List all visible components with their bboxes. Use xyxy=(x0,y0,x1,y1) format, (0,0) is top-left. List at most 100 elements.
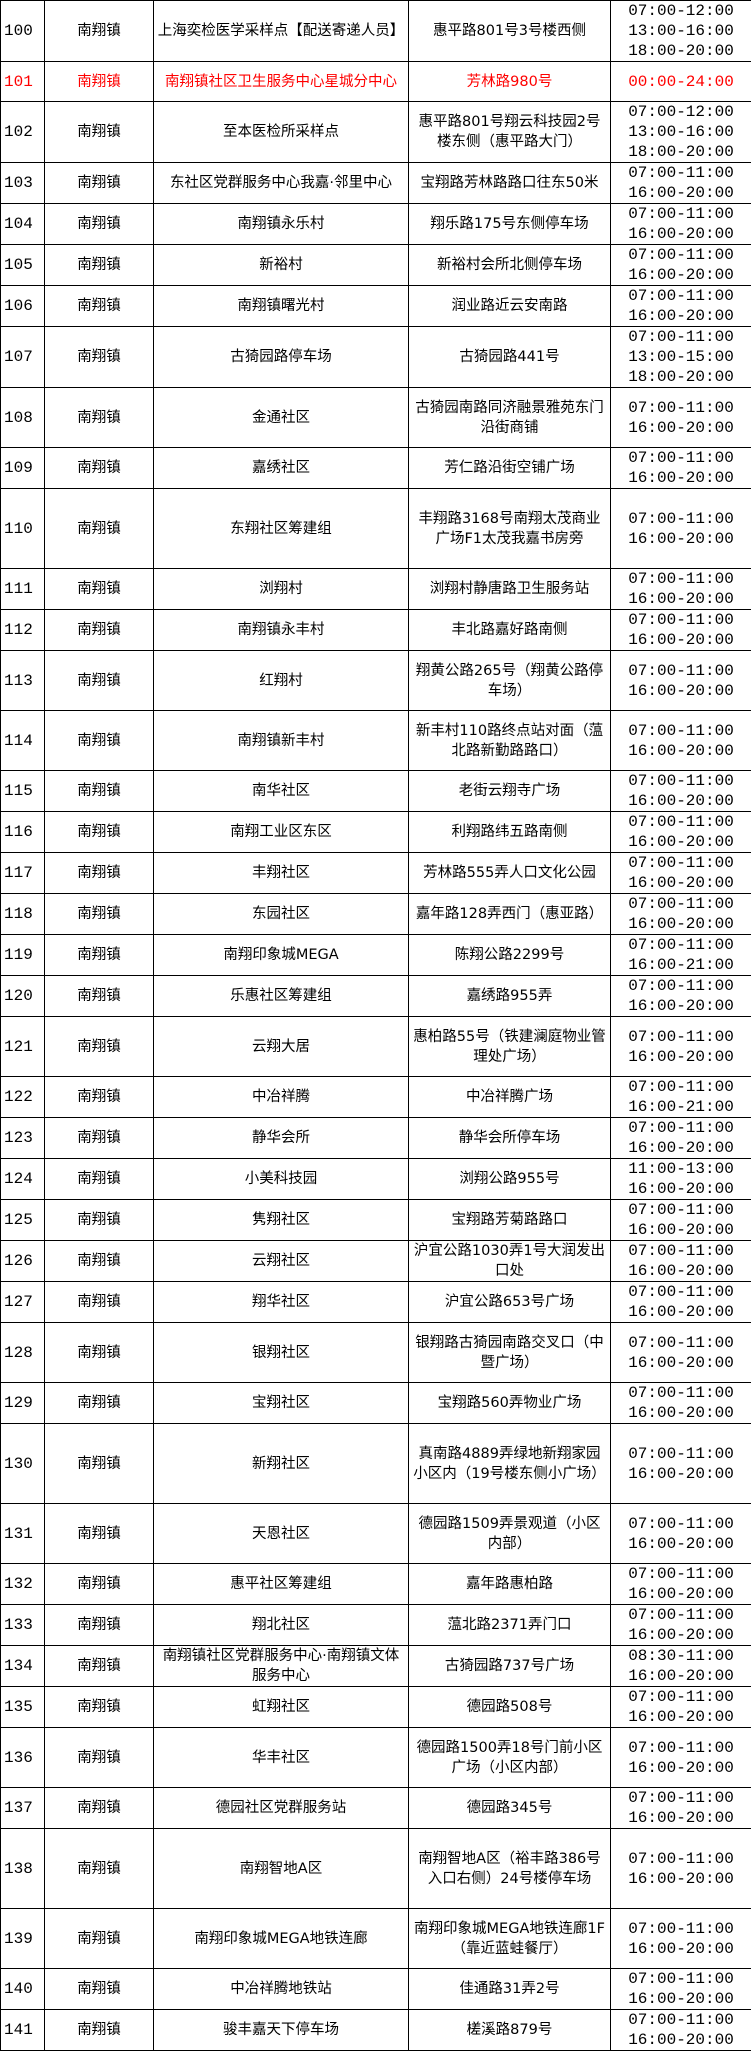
address-cell: 丰翔路3168号南翔太茂商业广场F1太茂我嘉书房旁 xyxy=(409,489,611,569)
time-range: 07:00-11:00 xyxy=(614,1444,748,1464)
time-range: 07:00-11:00 xyxy=(614,894,748,914)
time-range: 07:00-11:00 xyxy=(614,1241,748,1261)
town-cell: 南翔镇 xyxy=(45,610,154,651)
time-range: 16:00-20:00 xyxy=(614,589,748,609)
time-range: 11:00-13:00 xyxy=(614,1159,748,1179)
site-name-cell: 东社区党群服务中心我嘉·邻里中心 xyxy=(154,163,409,204)
time-range: 16:00-20:00 xyxy=(614,1808,748,1828)
time-range: 07:00-11:00 xyxy=(614,1333,748,1353)
time-range: 16:00-20:00 xyxy=(614,1047,748,1067)
address-cell: 惠平路801号翔云科技园2号楼东侧（惠平路大门） xyxy=(409,102,611,163)
site-name-cell: 云翔社区 xyxy=(154,1241,409,1282)
address-cell: 真南路4889弄绿地新翔家园小区内（19号楼东侧小广场） xyxy=(409,1424,611,1504)
time-range: 07:00-12:00 xyxy=(614,102,748,122)
row-number: 109 xyxy=(1,448,45,489)
time-range: 07:00-11:00 xyxy=(614,569,748,589)
time-range: 16:00-20:00 xyxy=(614,418,748,438)
row-number: 122 xyxy=(1,1077,45,1118)
time-range: 07:00-11:00 xyxy=(614,245,748,265)
site-name-cell: 德园社区党群服务站 xyxy=(154,1788,409,1829)
time-range: 07:00-11:00 xyxy=(614,1027,748,1047)
address-cell: 新裕村会所北侧停车场 xyxy=(409,245,611,286)
row-number: 100 xyxy=(1,1,45,62)
address-cell: 陈翔公路2299号 xyxy=(409,935,611,976)
time-range: 07:00-11:00 xyxy=(614,327,748,347)
row-number: 133 xyxy=(1,1605,45,1646)
address-cell: 嘉年路惠柏路 xyxy=(409,1564,611,1605)
town-cell: 南翔镇 xyxy=(45,569,154,610)
site-name-cell: 宝翔社区 xyxy=(154,1383,409,1424)
row-number: 119 xyxy=(1,935,45,976)
site-name-cell: 翔北社区 xyxy=(154,1605,409,1646)
row-number: 135 xyxy=(1,1687,45,1728)
time-range: 07:00-11:00 xyxy=(614,812,748,832)
town-cell: 南翔镇 xyxy=(45,1728,154,1788)
site-name-cell: 上海奕检医学采样点【配送寄递人员】 xyxy=(154,1,409,62)
row-number: 132 xyxy=(1,1564,45,1605)
time-range: 16:00-21:00 xyxy=(614,1097,748,1117)
address-cell: 嘉年路128弄西门（惠亚路） xyxy=(409,894,611,935)
row-number: 124 xyxy=(1,1159,45,1200)
time-range: 07:00-11:00 xyxy=(614,771,748,791)
address-cell: 德园路508号 xyxy=(409,1687,611,1728)
time-range: 16:00-20:00 xyxy=(614,1220,748,1240)
address-cell: 浏翔公路955号 xyxy=(409,1159,611,1200)
town-cell: 南翔镇 xyxy=(45,771,154,812)
town-cell: 南翔镇 xyxy=(45,1323,154,1383)
address-cell: 宝翔路芳林路路口往东50米 xyxy=(409,163,611,204)
town-cell: 南翔镇 xyxy=(45,711,154,771)
address-cell: 翔乐路175号东侧停车场 xyxy=(409,204,611,245)
town-cell: 南翔镇 xyxy=(45,1,154,62)
address-cell: 利翔路纬五路南侧 xyxy=(409,812,611,853)
town-cell: 南翔镇 xyxy=(45,1159,154,1200)
time-range: 16:00-20:00 xyxy=(614,1179,748,1199)
town-cell: 南翔镇 xyxy=(45,976,154,1017)
time-range: 07:00-11:00 xyxy=(614,448,748,468)
time-range: 07:00-11:00 xyxy=(614,935,748,955)
site-name-cell: 南翔印象城MEGA xyxy=(154,935,409,976)
site-name-cell: 虹翔社区 xyxy=(154,1687,409,1728)
address-cell: 新丰村110路终点站对面（蕰北路新勤路路口） xyxy=(409,711,611,771)
town-cell: 南翔镇 xyxy=(45,935,154,976)
address-cell: 中冶祥腾广场 xyxy=(409,1077,611,1118)
site-name-cell: 东园社区 xyxy=(154,894,409,935)
address-cell: 槎溪路879号 xyxy=(409,2010,611,2051)
time-range: 16:00-20:00 xyxy=(614,1302,748,1322)
row-number: 125 xyxy=(1,1200,45,1241)
time-range: 07:00-11:00 xyxy=(614,509,748,529)
address-cell: 丰北路嘉好路南侧 xyxy=(409,610,611,651)
site-name-cell: 惠平社区筹建组 xyxy=(154,1564,409,1605)
time-range: 07:00-11:00 xyxy=(614,1514,748,1534)
town-cell: 南翔镇 xyxy=(45,1241,154,1282)
site-name-cell: 南翔镇社区卫生服务中心星城分中心 xyxy=(154,62,409,102)
row-number: 104 xyxy=(1,204,45,245)
town-cell: 南翔镇 xyxy=(45,245,154,286)
time-range: 08:30-11:00 xyxy=(614,1646,748,1666)
time-range: 16:00-20:00 xyxy=(614,1403,748,1423)
address-cell: 翔黄公路265号（翔黄公路停车场） xyxy=(409,651,611,711)
address-cell: 银翔路古猗园南路交叉口（中暨广场） xyxy=(409,1323,611,1383)
row-number: 113 xyxy=(1,651,45,711)
